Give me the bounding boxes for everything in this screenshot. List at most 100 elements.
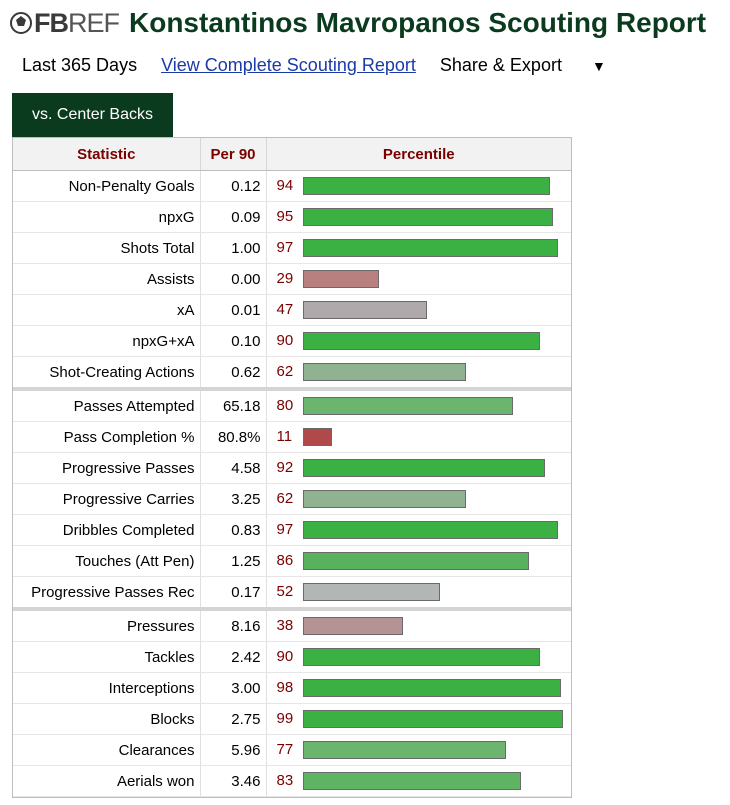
- fbref-logo[interactable]: FBREF: [10, 7, 120, 39]
- percentile-bar: [302, 490, 466, 508]
- stat-name: Touches (Att Pen): [13, 545, 201, 577]
- table-header-row: Statistic Per 90 Percentile: [13, 138, 571, 171]
- per90-value: 3.46: [200, 765, 267, 797]
- per90-value: 1.00: [200, 232, 267, 264]
- percentile-value: 97: [276, 239, 294, 256]
- header-percentile[interactable]: Percentile: [266, 138, 571, 171]
- per90-value: 0.10: [200, 325, 267, 357]
- stat-name: Dribbles Completed: [13, 514, 201, 546]
- table-row: Interceptions 3.00 98: [13, 672, 571, 704]
- percentile-cell: 47: [266, 294, 571, 326]
- per90-value: 0.83: [200, 514, 267, 546]
- per90-value: 4.58: [200, 452, 267, 484]
- percentile-cell: 95: [266, 201, 571, 233]
- table-row: Tackles 2.42 90: [13, 641, 571, 673]
- per90-value: 5.96: [200, 734, 267, 766]
- percentile-cell: 94: [266, 170, 571, 202]
- percentile-bar: [302, 208, 553, 226]
- percentile-value: 95: [276, 208, 294, 225]
- table-row: Clearances 5.96 77: [13, 734, 571, 766]
- percentile-value: 90: [276, 648, 294, 665]
- table-row: npxG 0.09 95: [13, 201, 571, 233]
- share-export-menu[interactable]: Share & Export ▼: [440, 55, 630, 76]
- stat-name: Pressures: [13, 607, 201, 642]
- table-row: Progressive Passes Rec 0.17 52: [13, 576, 571, 610]
- percentile-bar: [302, 710, 563, 728]
- percentile-cell: 92: [266, 452, 571, 484]
- stat-name: Progressive Passes: [13, 452, 201, 484]
- stat-name: Blocks: [13, 703, 201, 735]
- percentile-value: 47: [276, 301, 294, 318]
- percentile-value: 62: [276, 363, 294, 380]
- table-row: Passes Attempted 65.18 80: [13, 387, 571, 422]
- table-row: Shots Total 1.00 97: [13, 232, 571, 264]
- view-complete-report-link[interactable]: View Complete Scouting Report: [161, 55, 416, 75]
- percentile-cell: 86: [266, 545, 571, 577]
- stat-name: npxG+xA: [13, 325, 201, 357]
- percentile-bar: [302, 617, 403, 635]
- percentile-bar: [302, 270, 379, 288]
- percentile-bar: [302, 583, 440, 601]
- percentile-bar: [302, 332, 540, 350]
- per90-value: 0.09: [200, 201, 267, 233]
- per90-value: 2.42: [200, 641, 267, 673]
- percentile-cell: 90: [266, 641, 571, 673]
- percentile-value: 77: [276, 741, 294, 758]
- per90-value: 0.01: [200, 294, 267, 326]
- stat-name: Passes Attempted: [13, 387, 201, 422]
- percentile-bar: [302, 397, 513, 415]
- per90-value: 2.75: [200, 703, 267, 735]
- stat-name: Progressive Passes Rec: [13, 576, 201, 610]
- percentile-bar: [302, 301, 427, 319]
- table-row: Aerials won 3.46 83: [13, 765, 571, 797]
- stat-name: Pass Completion %: [13, 421, 201, 453]
- percentile-cell: 52: [266, 576, 571, 610]
- percentile-cell: 29: [266, 263, 571, 295]
- period-label: Last 365 Days: [22, 55, 138, 75]
- header-statistic[interactable]: Statistic: [13, 138, 201, 171]
- per90-value: 80.8%: [200, 421, 267, 453]
- per90-value: 65.18: [200, 387, 267, 422]
- percentile-bar: [302, 648, 540, 666]
- page-title: Konstantinos Mavropanos Scouting Report: [129, 7, 707, 38]
- table-row: Progressive Passes 4.58 92: [13, 452, 571, 484]
- table-row: xA 0.01 47: [13, 294, 571, 326]
- stat-name: Interceptions: [13, 672, 201, 704]
- percentile-bar: [302, 521, 558, 539]
- percentile-value: 94: [276, 177, 294, 194]
- per90-value: 3.25: [200, 483, 267, 515]
- percentile-bar: [302, 459, 545, 477]
- percentile-cell: 97: [266, 514, 571, 546]
- table-row: npxG+xA 0.10 90: [13, 325, 571, 357]
- page-header: FBREF Konstantinos Mavropanos Scouting R…: [10, 3, 706, 43]
- percentile-bar: [302, 363, 466, 381]
- percentile-value: 97: [276, 521, 294, 538]
- table-row: Touches (Att Pen) 1.25 86: [13, 545, 571, 577]
- percentile-cell: 90: [266, 325, 571, 357]
- per90-value: 0.12: [200, 170, 267, 202]
- share-export-label: Share & Export: [439, 55, 562, 75]
- logo-text: FBREF: [34, 7, 120, 39]
- logo-ref: REF: [68, 7, 120, 38]
- caret-down-icon: ▼: [591, 58, 606, 74]
- percentile-bar: [302, 239, 558, 257]
- table-row: Progressive Carries 3.25 62: [13, 483, 571, 515]
- percentile-value: 38: [276, 617, 294, 634]
- stat-name: npxG: [13, 201, 201, 233]
- percentile-cell: 38: [266, 607, 571, 642]
- percentile-cell: 98: [266, 672, 571, 704]
- stat-name: Aerials won: [13, 765, 201, 797]
- stat-name: xA: [13, 294, 201, 326]
- percentile-value: 90: [276, 332, 294, 349]
- percentile-cell: 62: [266, 356, 571, 390]
- table-row: Dribbles Completed 0.83 97: [13, 514, 571, 546]
- tab-vs-center-backs[interactable]: vs. Center Backs: [12, 93, 173, 137]
- percentile-cell: 83: [266, 765, 571, 797]
- percentile-value: 86: [276, 552, 294, 569]
- per90-value: 8.16: [200, 607, 267, 642]
- percentile-value: 83: [276, 772, 294, 789]
- stat-name: Progressive Carries: [13, 483, 201, 515]
- stat-name: Non-Penalty Goals: [13, 170, 201, 202]
- percentile-value: 62: [276, 490, 294, 507]
- header-per90[interactable]: Per 90: [200, 138, 267, 171]
